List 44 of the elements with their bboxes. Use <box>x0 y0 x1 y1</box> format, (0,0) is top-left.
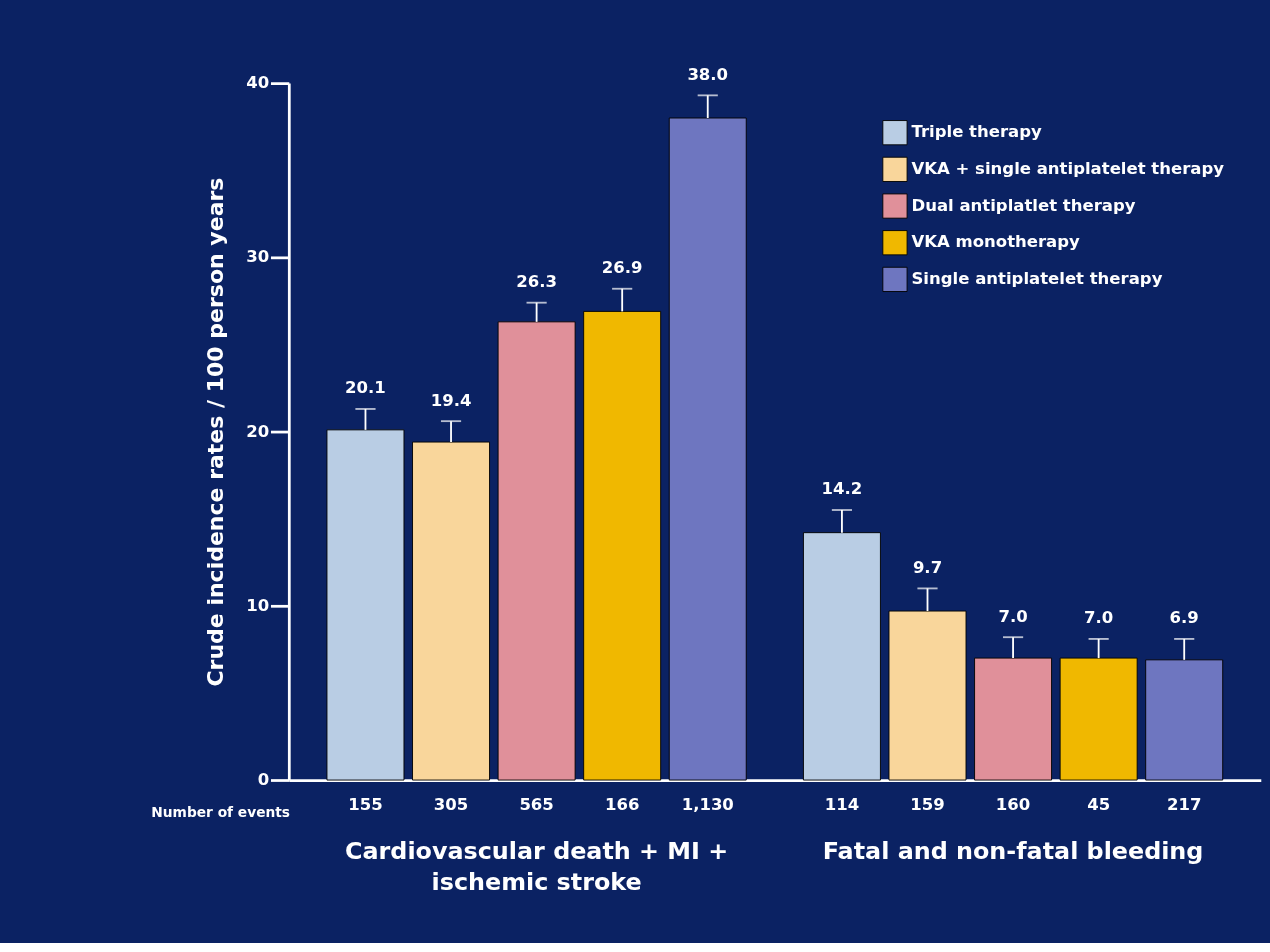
text: 1,130 <box>681 795 734 815</box>
data-label: 19.4 <box>430 390 472 410</box>
bar <box>497 321 576 781</box>
bar <box>668 117 747 781</box>
bar <box>1059 657 1138 781</box>
data-label: 38.0 <box>687 64 729 84</box>
data-label: 7.0 <box>998 606 1028 626</box>
text: 159 <box>910 795 945 815</box>
y-axis-title: Crude incidence rates / 100 person years <box>203 177 229 687</box>
data-label: 9.7 <box>912 557 943 577</box>
text: 166 <box>604 795 640 815</box>
data-label: 14.2 <box>821 479 863 499</box>
text: Number of events <box>151 803 291 820</box>
text: 305 <box>433 795 469 815</box>
data-label: 26.9 <box>601 258 643 278</box>
legend-label: Dual antiplatlet therapy <box>911 195 1136 215</box>
text: 155 <box>348 795 383 815</box>
bar <box>326 429 405 781</box>
data-label: 26.3 <box>516 272 557 292</box>
legend-label: Triple therapy <box>911 122 1043 142</box>
y-tick-label: 20 <box>246 421 270 441</box>
legend-label: VKA monotherapy <box>911 232 1081 252</box>
bar <box>583 310 662 781</box>
data-label: 6.9 <box>1169 608 1199 628</box>
legend-label: Single antiplatelet therapy <box>911 268 1163 288</box>
x-tick-label: Cardiovascular death + MI + ischemic stroke <box>345 836 729 897</box>
y-tick-label: 30 <box>246 247 270 267</box>
text: 565 <box>519 795 554 815</box>
text: 45 <box>1087 795 1111 815</box>
bar <box>802 532 881 781</box>
bar <box>974 657 1053 781</box>
y-tick-label: 10 <box>246 595 270 615</box>
text: 160 <box>995 795 1031 815</box>
legend-label: VKA + single antiplatelet therapy <box>911 158 1225 178</box>
y-tick-label: 40 <box>246 73 270 93</box>
x-tick-label: Fatal and non-fatal bleeding <box>822 836 1204 865</box>
data-label: 7.0 <box>1084 608 1114 628</box>
y-tick-label: 0 <box>257 770 270 790</box>
bar <box>1145 659 1224 781</box>
data-label: 20.1 <box>345 378 386 398</box>
text: 217 <box>1166 795 1202 815</box>
bar <box>888 610 967 781</box>
text: 114 <box>824 795 860 815</box>
bar <box>412 441 490 781</box>
